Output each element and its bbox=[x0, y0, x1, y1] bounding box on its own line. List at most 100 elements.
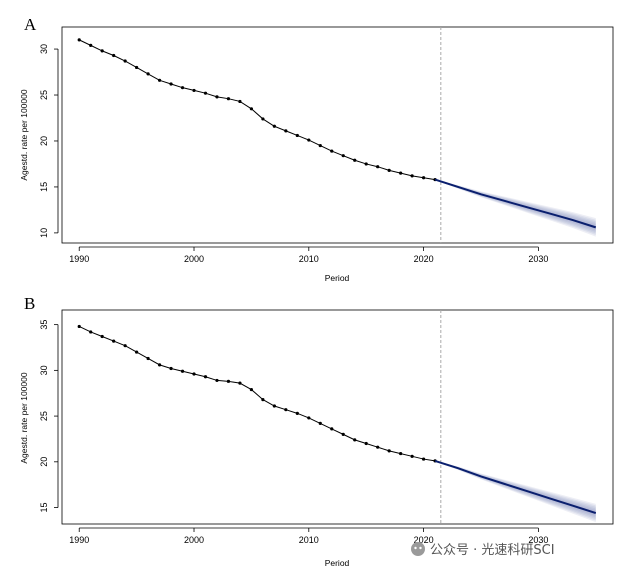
plot-frame-b bbox=[61, 309, 614, 525]
observed-point-b bbox=[192, 372, 196, 376]
observed-point-a bbox=[100, 49, 104, 53]
observed-point-a bbox=[203, 91, 208, 95]
observed-point-a bbox=[215, 95, 219, 99]
y-tick-label-b: 15 bbox=[39, 503, 49, 513]
panel-b: B 1990 2000 2010 2020 2030 15 20 25 30 35 Period… bbox=[19, 294, 614, 568]
observed-point-b bbox=[100, 334, 104, 339]
observed-point-a bbox=[77, 38, 81, 42]
observed-point-a bbox=[353, 158, 357, 162]
observed-point-b bbox=[353, 438, 357, 442]
observed-point-b bbox=[203, 375, 208, 379]
x-axis-b: 1990 2000 2010 2020 2030 bbox=[69, 527, 548, 545]
observed-point-a bbox=[261, 117, 265, 121]
observed-point-a bbox=[376, 165, 380, 169]
observed-point-a bbox=[399, 171, 403, 175]
watermark: 公众号 · 光速科研SCI bbox=[411, 542, 555, 558]
observed-point-b bbox=[318, 421, 322, 426]
prediction-series-line-b bbox=[434, 459, 597, 514]
observed-points-b bbox=[77, 324, 437, 463]
watermark-text: 公众号 · 光速科研SCI bbox=[430, 543, 555, 558]
observed-point-b bbox=[341, 432, 345, 436]
observed-point-a bbox=[272, 124, 276, 128]
observed-point-b bbox=[410, 454, 414, 458]
observed-point-b bbox=[330, 427, 334, 431]
observed-point-a bbox=[146, 72, 150, 76]
observed-point-b bbox=[180, 369, 185, 373]
y-axis-title-a: Agestd. rate per 100000 bbox=[19, 89, 29, 180]
observed-point-b bbox=[376, 445, 380, 449]
panel-label-b: B bbox=[24, 294, 35, 313]
y-axis-title-b: Agestd. rate per 100000 bbox=[19, 372, 29, 463]
observed-point-b bbox=[89, 330, 93, 334]
observed-point-b bbox=[387, 449, 391, 453]
observed-point-a bbox=[284, 129, 288, 133]
observed-point-b bbox=[261, 398, 265, 402]
observed-point-a bbox=[341, 154, 345, 158]
x-tick-label-a: 2030 bbox=[528, 254, 548, 264]
y-axis-b: 15 20 25 30 35 bbox=[39, 320, 59, 513]
x-tick-label-a: 2020 bbox=[414, 254, 434, 264]
observed-point-a bbox=[123, 59, 127, 63]
prediction-band-layer-b bbox=[435, 460, 596, 523]
y-tick-label-a: 10 bbox=[39, 228, 49, 238]
observed-point-a bbox=[226, 97, 231, 101]
observed-point-a bbox=[410, 174, 414, 178]
x-tick-label-b: 2030 bbox=[528, 535, 548, 545]
prediction-band-b bbox=[435, 460, 596, 523]
observed-point-b bbox=[112, 339, 116, 343]
observed-point-a bbox=[112, 53, 116, 58]
observed-point-b bbox=[146, 356, 150, 361]
observed-point-b bbox=[364, 441, 368, 446]
observed-point-a bbox=[421, 176, 426, 180]
wechat-icon bbox=[411, 542, 425, 556]
x-tick-label-b: 2020 bbox=[414, 535, 434, 545]
y-axis-a: 10 15 20 25 30 bbox=[39, 44, 59, 238]
observed-point-a bbox=[249, 107, 254, 111]
observed-point-b bbox=[215, 378, 219, 383]
y-tick-label-a: 15 bbox=[39, 182, 49, 192]
observed-point-b bbox=[157, 363, 162, 367]
panel-label-a: A bbox=[24, 15, 37, 34]
observed-point-b bbox=[226, 379, 231, 383]
observed-point-b bbox=[238, 381, 242, 385]
observed-point-a bbox=[157, 78, 162, 82]
observed-point-a bbox=[192, 88, 196, 93]
observed-point-a bbox=[89, 43, 93, 47]
observed-series-line-b bbox=[79, 326, 436, 462]
x-axis-title-b: Period bbox=[325, 558, 350, 568]
observed-point-a bbox=[364, 162, 368, 166]
observed-point-b bbox=[249, 387, 254, 392]
panel-a: A 1990 2000 2010 2020 2030 10 15 20 25 30 Period… bbox=[19, 15, 614, 283]
wechat-icon-eye-right bbox=[419, 546, 422, 550]
observed-point-a bbox=[295, 133, 299, 138]
observed-point-b bbox=[169, 366, 173, 371]
observed-point-b bbox=[284, 408, 288, 412]
x-axis-title-a: Period bbox=[325, 273, 350, 283]
y-tick-label-b: 35 bbox=[39, 320, 49, 330]
observed-point-b bbox=[399, 451, 403, 456]
x-axis-a: 1990 2000 2010 2020 2030 bbox=[69, 246, 548, 264]
observed-point-a bbox=[180, 86, 185, 90]
x-tick-label-a: 2000 bbox=[184, 254, 204, 264]
x-tick-label-b: 2000 bbox=[184, 535, 204, 545]
prediction-band-layer-b bbox=[435, 460, 596, 521]
x-tick-label-a: 2010 bbox=[299, 254, 319, 264]
observed-point-a bbox=[330, 149, 334, 153]
observed-series-line-a bbox=[79, 39, 436, 181]
prediction-series-line-a bbox=[434, 178, 597, 229]
y-tick-label-a: 20 bbox=[39, 136, 49, 146]
y-tick-label-b: 20 bbox=[39, 457, 49, 467]
observed-point-b bbox=[421, 457, 426, 461]
y-tick-label-b: 25 bbox=[39, 411, 49, 421]
observed-point-a bbox=[135, 65, 139, 70]
y-tick-label-b: 30 bbox=[39, 365, 49, 375]
observed-point-b bbox=[123, 344, 127, 348]
observed-point-b bbox=[295, 411, 299, 415]
wechat-icon-eye-left bbox=[414, 546, 417, 550]
x-tick-label-a: 1990 bbox=[69, 254, 89, 264]
observed-point-a bbox=[387, 168, 391, 172]
observed-point-b bbox=[307, 416, 311, 420]
observed-points-a bbox=[77, 38, 437, 182]
observed-point-a bbox=[307, 138, 311, 142]
